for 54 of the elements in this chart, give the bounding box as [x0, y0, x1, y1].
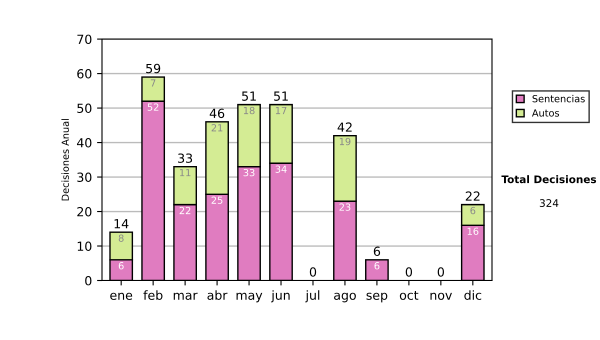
- x-tick-label: nov: [430, 292, 452, 300]
- data-label: 6: [374, 262, 380, 270]
- x-tick-label: sep: [366, 292, 388, 302]
- total-label: 6: [374, 246, 380, 256]
- x-tick-label: ago: [334, 292, 356, 302]
- y-tick-label: 40: [76, 138, 92, 148]
- x-tick-label: jun: [271, 290, 290, 302]
- x-tick-label: mar: [174, 292, 198, 300]
- y-tick-label: 50: [77, 104, 92, 113]
- total-label: 46: [210, 108, 224, 118]
- data-label: 17: [276, 106, 286, 114]
- data-label: 23: [339, 203, 350, 211]
- x-tick-label: feb: [143, 290, 162, 300]
- x-tick-label: jul: [305, 290, 320, 302]
- y-tick-label: 10: [78, 241, 92, 251]
- total-label: 0: [438, 267, 444, 277]
- data-label: 18: [244, 106, 255, 114]
- data-label: 11: [180, 169, 190, 176]
- data-label: 8: [118, 234, 124, 242]
- x-tick-label: abr: [207, 290, 228, 300]
- total-label: 51: [274, 92, 288, 101]
- data-label: 6: [118, 262, 124, 270]
- total-label: 59: [146, 64, 160, 74]
- total-label: 33: [178, 153, 192, 163]
- total-label: 51: [242, 92, 256, 101]
- y-axis-title: Decisiones Anual: [61, 119, 69, 200]
- text: 324: [540, 199, 558, 208]
- total-label: 0: [406, 267, 412, 277]
- data-label: 34: [276, 165, 287, 173]
- data-label: 21: [212, 124, 222, 132]
- data-label: 33: [244, 168, 254, 176]
- data-label: 19: [340, 138, 350, 146]
- data-label: 16: [468, 228, 478, 235]
- total-label: 14: [114, 219, 128, 228]
- total-label: 0: [310, 267, 316, 277]
- total-label: 42: [338, 122, 352, 132]
- y-tick-label: 20: [77, 207, 92, 216]
- data-label: 6: [470, 206, 476, 214]
- legend-label: Sentencias: [532, 94, 585, 102]
- y-tick-label: 0: [85, 276, 92, 286]
- data-label: 22: [180, 206, 190, 214]
- x-tick-label: dic: [464, 290, 482, 300]
- x-tick-label: oct: [400, 290, 418, 300]
- data-label: 52: [148, 103, 158, 111]
- x-tick-label: may: [236, 292, 262, 302]
- y-tick-label: 60: [77, 69, 92, 79]
- data-label: 7: [150, 79, 156, 86]
- legend-label: Autos: [532, 109, 560, 117]
- text: Total Decisiones: [501, 175, 596, 184]
- x-tick-label: ene: [110, 292, 132, 300]
- y-tick-label: 70: [77, 34, 92, 44]
- data-label: 25: [212, 196, 222, 204]
- y-tick-label: 30: [77, 172, 92, 182]
- total-label: 22: [466, 191, 480, 201]
